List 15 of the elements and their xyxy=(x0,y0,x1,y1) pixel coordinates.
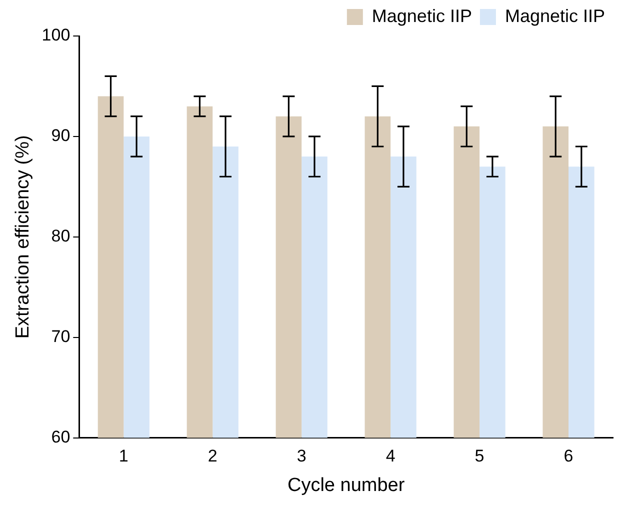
y-axis-title: Extraction efficiency (%) xyxy=(12,135,34,339)
x-axis-title: Cycle number xyxy=(287,474,406,496)
y-tick-label: 80 xyxy=(51,226,70,246)
y-tick-label: 100 xyxy=(42,26,70,45)
x-tick-label: 1 xyxy=(118,446,128,466)
x-tick-label: 4 xyxy=(386,446,396,466)
y-tick-label: 70 xyxy=(51,327,70,346)
y-tick-label: 90 xyxy=(51,126,70,146)
x-tick-label: 2 xyxy=(208,446,218,466)
x-tick-label: 5 xyxy=(474,446,484,466)
x-tick-label: 6 xyxy=(564,446,574,466)
legend-label: Magnetic IIP xyxy=(504,6,605,26)
x-tick-label: 3 xyxy=(296,446,306,466)
y-tick-label: 60 xyxy=(51,427,70,446)
legend-label: Magnetic IIP xyxy=(372,6,472,26)
